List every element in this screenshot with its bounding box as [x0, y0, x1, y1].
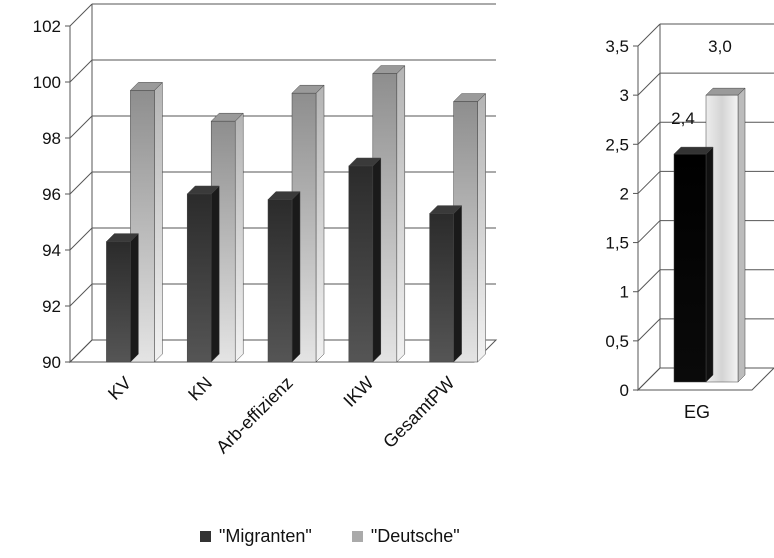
legend-item-deutsche: "Deutsche": [351, 526, 460, 547]
legend: "Migranten" "Deutsche": [200, 526, 460, 547]
chart1-bar-migranten-2: [267, 190, 301, 363]
chart1-x-category-label: KV: [104, 373, 135, 404]
chart1-bar-migranten-1: [186, 185, 220, 363]
chart2-y-tick-label: 3,5: [605, 37, 629, 56]
legend-item-migranten: "Migranten": [200, 526, 312, 547]
chart1-bar-migranten-4-front: [429, 213, 454, 363]
chart1-gridline-slant: [69, 339, 93, 363]
chart2-left-wall: [637, 24, 661, 392]
chart1-x-category-label: Arb-effizienz: [212, 373, 297, 458]
chart1-gridline-slant: [69, 283, 93, 307]
chart1-bar-migranten-2-side: [291, 190, 301, 363]
chart1-bar-deutsche-0: [129, 81, 164, 363]
chart2-bar-deutsche-top: [705, 87, 746, 96]
chart1-y-tick-label: 98: [42, 129, 61, 148]
chart1-bar-deutsche-1-side: [234, 112, 244, 363]
chart2-gridline-slant: [637, 367, 661, 391]
chart1-bar-migranten-3-side: [372, 157, 382, 363]
chart2-y-tick-label: 3: [620, 86, 629, 105]
chart1-x-category-label: GesamtPW: [379, 373, 458, 452]
chart2-bar-migranten: [673, 146, 714, 383]
chart2-y-tick-label: 2: [620, 184, 629, 203]
chart1-bar-deutsche-2-side: [315, 84, 325, 363]
chart1-bar-migranten-0: [105, 232, 140, 363]
chart1-bar-migranten-3: [348, 157, 382, 363]
chart1-gridline-slant: [69, 227, 93, 251]
chart1-x-category-label: IKW: [339, 373, 377, 411]
chart1-bar-deutsche-0-side: [154, 81, 163, 363]
chart2-y-tick-label: 2,5: [605, 135, 629, 154]
legend-swatch-deutsche: [351, 531, 363, 542]
chart1-y-tick-label: 94: [42, 241, 61, 260]
chart2-bar-deutsche-side: [737, 87, 746, 383]
chart2-gridline-slant: [637, 269, 661, 293]
chart1-bar-deutsche-3-side: [396, 64, 406, 363]
chart2-gridline-slant: [637, 72, 661, 96]
chart1-y-tick-label: 96: [42, 185, 61, 204]
chart2-gridline-slant: [637, 121, 661, 145]
chart1-y-tick-label: 102: [33, 17, 61, 36]
chart1-bar-migranten-1-front: [186, 193, 212, 363]
chart1-gridline-slant: [69, 59, 93, 83]
chart2-x-category-label: EG: [684, 402, 710, 422]
chart2-bar-migranten-front: [673, 153, 707, 383]
chart1-bar-deutsche-4-side: [477, 92, 486, 363]
chart1-bar-migranten-0-side: [130, 232, 139, 363]
chart2-y-tick-label: 0: [620, 381, 629, 400]
chart2-gridline-slant: [637, 318, 661, 342]
chart1-bar-migranten-4-side: [453, 204, 462, 363]
chart2-y-tick-label: 1: [620, 283, 629, 302]
legend-swatch-migranten: [200, 531, 211, 542]
chart2-bar-migranten-side: [705, 146, 714, 383]
chart2-data-label-migranten: 2,4: [671, 109, 695, 128]
chart2-bar-migranten-top: [673, 146, 714, 155]
chart1-gridline-slant: [69, 115, 93, 139]
chart1-bar-migranten-3-front: [348, 165, 374, 363]
chart1-gridline-slant: [69, 171, 93, 195]
right-bar-chart: 0 0,5 1 1,5 2 2,5 3 3,5 2,4 3,0 EG: [605, 23, 774, 422]
chart2-gridline-slant: [637, 171, 661, 194]
chart1-bar-migranten-2-front: [267, 199, 293, 363]
chart2-gridline-slant: [637, 23, 661, 47]
chart1-bar-migranten-4: [428, 204, 463, 363]
chart1-bar-migranten-0-front: [106, 241, 131, 363]
chart1-gridline-slant: [69, 3, 93, 27]
chart1-x-category-label: KN: [184, 373, 216, 405]
chart1-bar-deutsche-0-front: [130, 90, 155, 363]
chart2-gridline-slant: [637, 220, 661, 243]
chart2-data-label-deutsche: 3,0: [708, 37, 732, 56]
chart2-y-tick-label: 0,5: [605, 332, 629, 351]
chart1-y-tick-label: 100: [33, 73, 61, 92]
legend-label-migranten: "Migranten": [219, 526, 312, 546]
chart1-y-tick-label: 90: [42, 353, 61, 372]
chart1-bar-migranten-1-side: [210, 185, 220, 363]
chart2-y-tick-label: 1,5: [605, 234, 629, 253]
legend-label-deutsche: "Deutsche": [370, 526, 460, 546]
chart1-y-tick-label: 92: [42, 297, 61, 316]
